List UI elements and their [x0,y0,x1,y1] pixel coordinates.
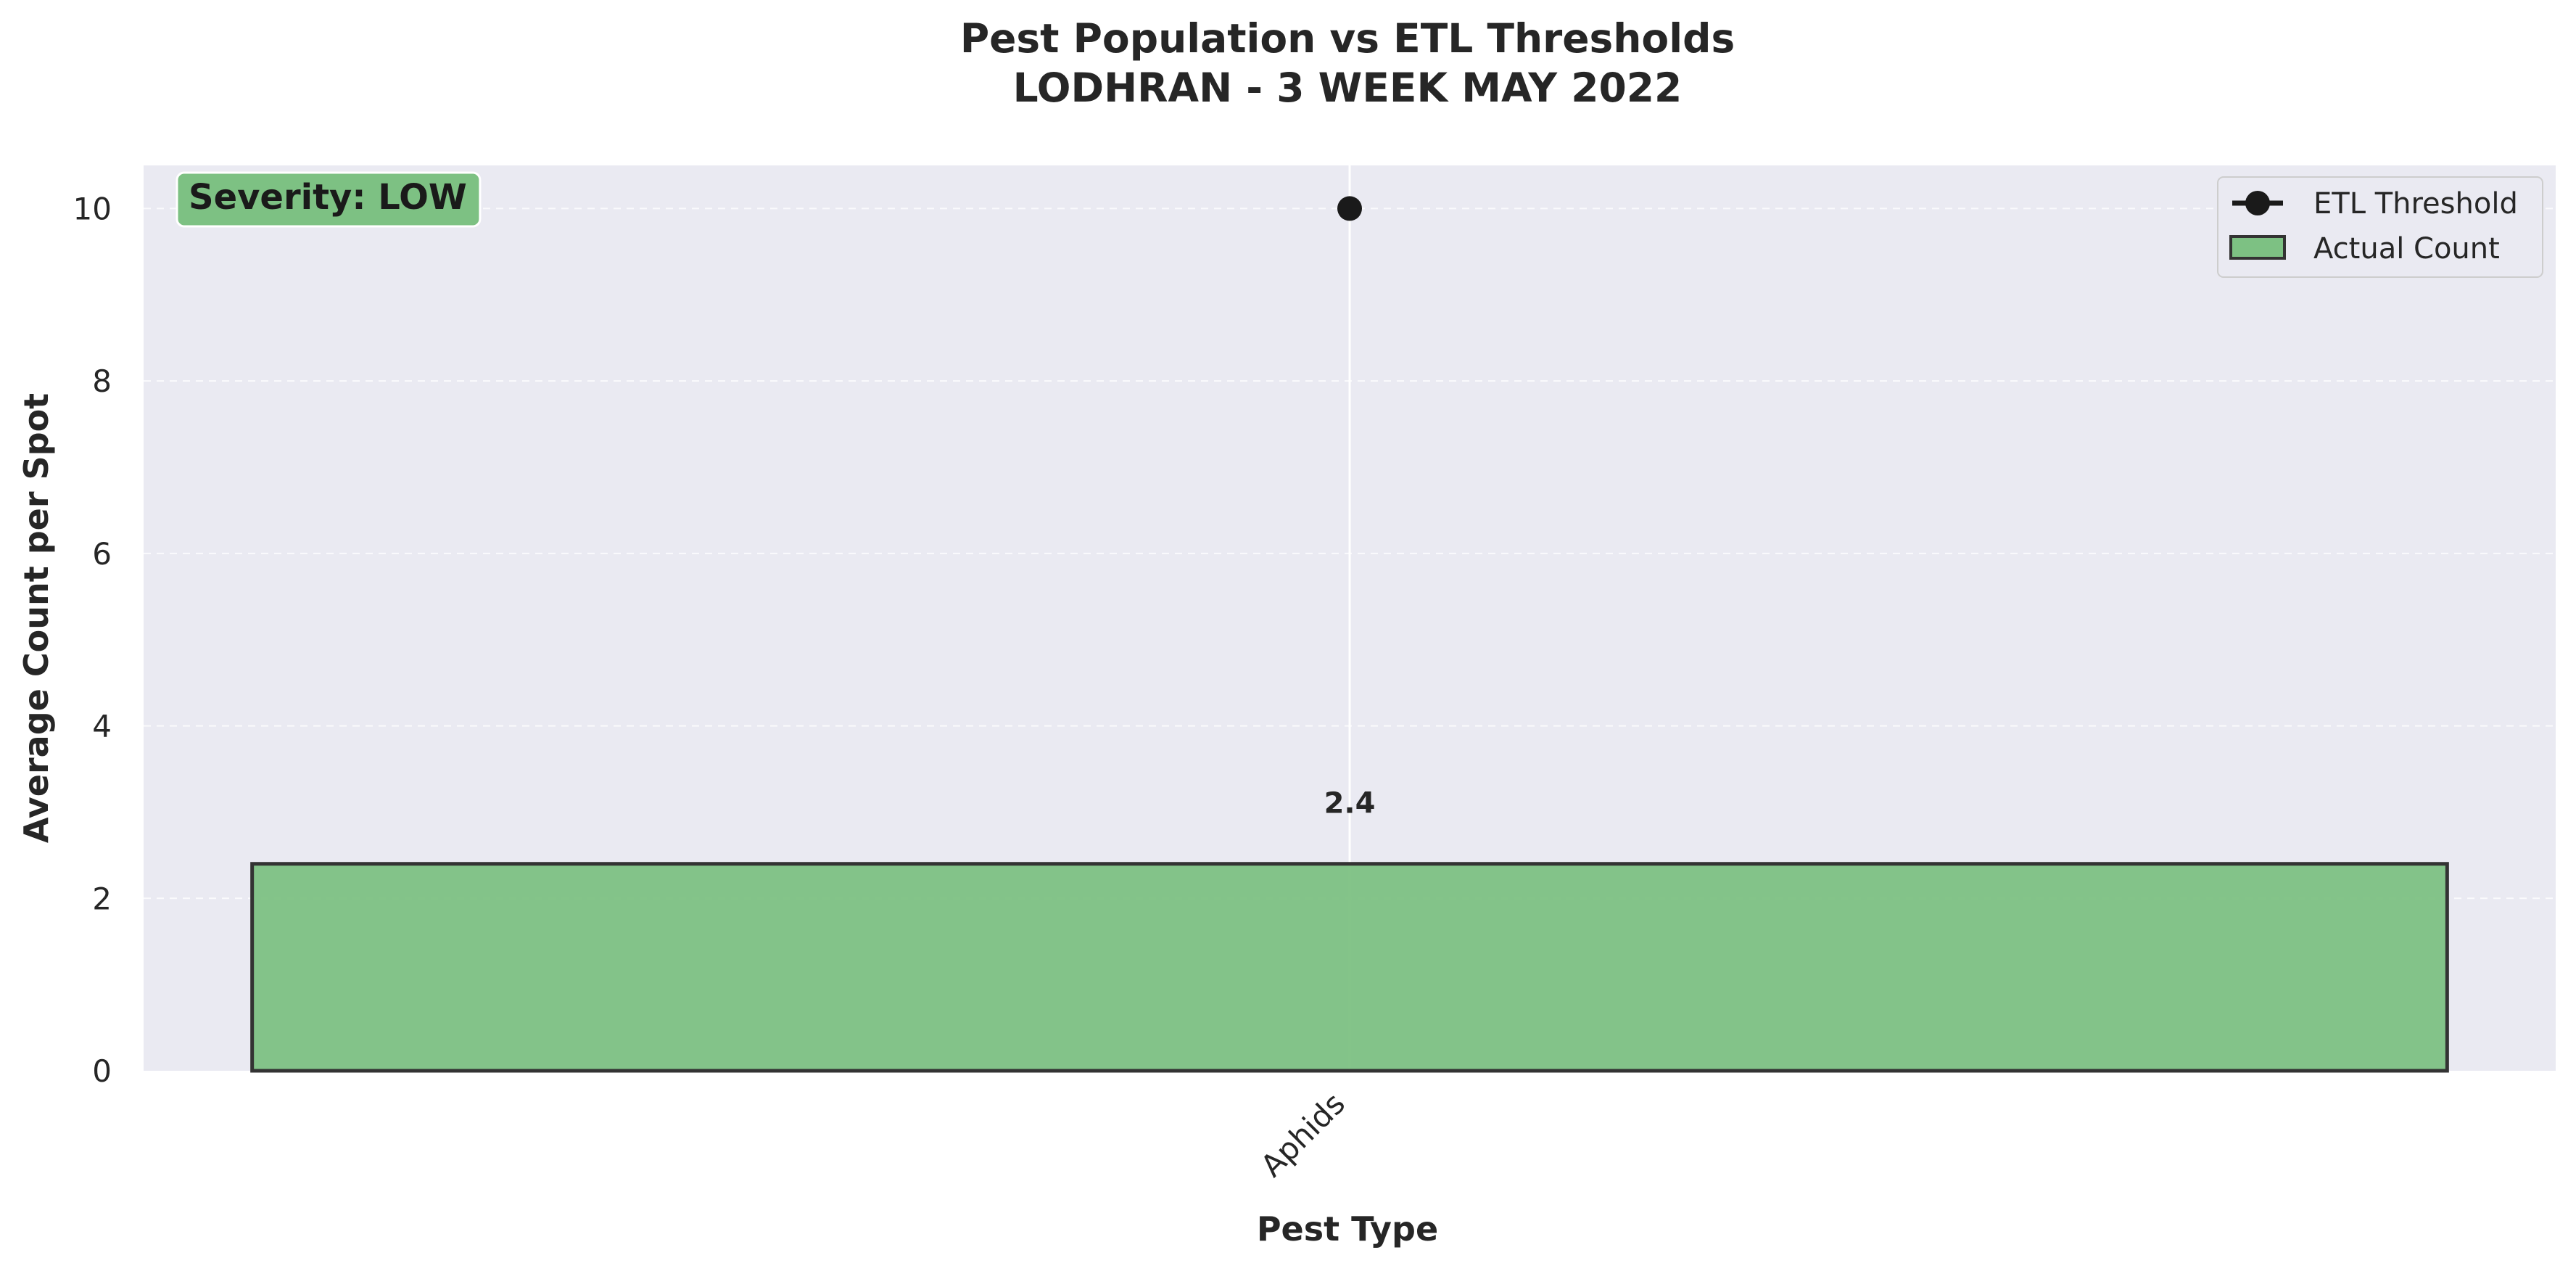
y-tick-label: 8 [92,363,112,399]
bars-group [250,862,2449,1073]
y-axis-ticks: 0 2 4 6 8 10 [73,191,112,1089]
y-tick-label: 4 [92,709,112,744]
severity-badge-text: Severity: LOW [189,177,467,218]
y-tick-label: 10 [73,191,112,226]
x-axis-ticks: Aphids [1254,1085,1352,1183]
severity-badge: Severity: LOW [176,171,482,228]
legend-label-actual-count: Actual Count [2313,232,2500,266]
y-tick-label: 2 [92,881,112,916]
bar-aphids [250,862,2449,1073]
legend-item-etl-threshold: ETL Threshold [2232,187,2518,221]
legend-box [2217,176,2543,278]
y-axis-label: Average Count per Spot [17,393,56,843]
legend-etl-marker-icon [2245,191,2270,215]
legend-item-actual-count: Actual Count [2229,232,2500,266]
chart-subtitle: LODHRAN - 3 WEEK MAY 2022 [1013,65,1683,111]
legend-label-etl-threshold: ETL Threshold [2313,187,2518,221]
x-tick-label: Aphids [1254,1085,1352,1183]
legend-bar-swatch-icon [2229,235,2286,260]
chart-title: Pest Population vs ETL Thresholds [960,15,1735,62]
etl-threshold-marker [1337,196,1362,221]
data-labels-group: 2.4 [1324,787,1376,820]
severity-badge-background [176,171,482,228]
y-tick-label: 6 [92,536,112,572]
etl-markers-group [1337,196,1362,221]
legend: ETL Threshold Actual Count [2217,176,2543,278]
y-tick-label: 0 [92,1053,112,1089]
x-axis-label: Pest Type [1257,1209,1438,1249]
bar-value-label: 2.4 [1324,787,1376,820]
